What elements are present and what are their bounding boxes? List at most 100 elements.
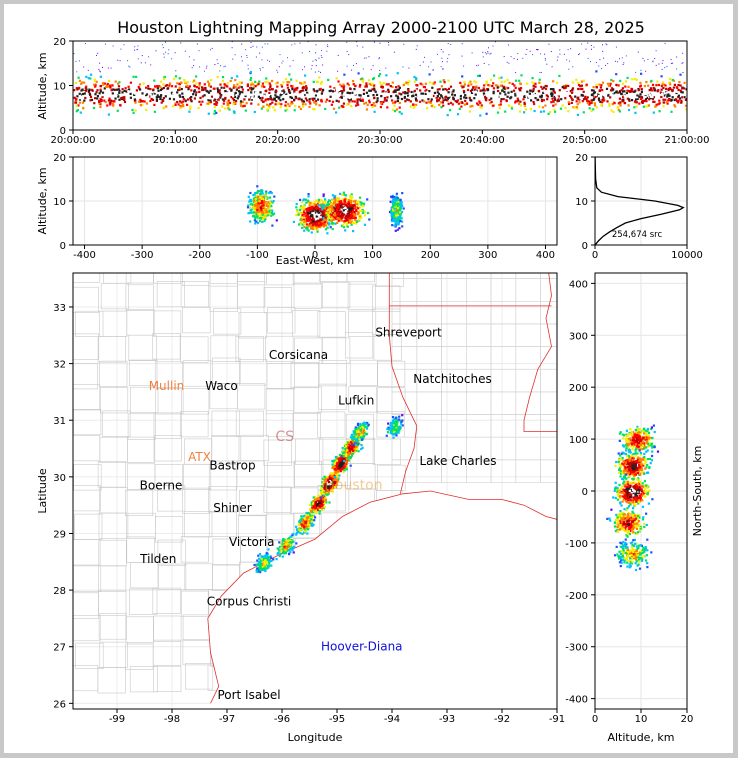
density-cell: [307, 210, 310, 213]
density-cell: [403, 95, 406, 99]
density-cell: [317, 494, 320, 498]
density-cell: [269, 85, 272, 88]
density-cell: [284, 546, 287, 550]
density-cell: [651, 93, 654, 96]
density-cell: [114, 80, 117, 83]
density-cell: [275, 95, 278, 99]
density-cell: [383, 97, 386, 100]
density-cell: [259, 91, 262, 94]
density-cell: [298, 519, 301, 523]
density-cell: [258, 220, 262, 223]
y-tick-label: 0: [60, 126, 66, 137]
density-cell: [498, 107, 501, 110]
density-cell: [252, 197, 255, 200]
density-cell: [215, 96, 218, 100]
density-cell: [286, 539, 289, 542]
y-tick-label: 20: [53, 153, 66, 164]
density-cell: [566, 59, 568, 61]
density-cell: [473, 88, 476, 91]
density-cell: [640, 95, 643, 99]
density-cell: [243, 98, 246, 101]
density-cell: [395, 208, 398, 211]
density-cell: [482, 56, 484, 58]
density-cell: [329, 483, 332, 486]
density-cell: [314, 206, 317, 210]
density-cell: [207, 91, 211, 94]
density-cell: [315, 213, 318, 216]
density-cell: [312, 211, 315, 215]
density-cell: [174, 75, 178, 78]
density-cell: [299, 518, 302, 521]
density-cell: [430, 98, 433, 101]
density-cell: [228, 108, 231, 111]
density-cell: [268, 200, 271, 203]
density-cell: [579, 53, 580, 55]
density-cell: [301, 205, 304, 209]
density-cell: [267, 211, 270, 214]
density-cell: [667, 87, 670, 90]
density-cell: [654, 89, 657, 92]
density-cell: [317, 224, 320, 227]
density-cell: [306, 208, 310, 211]
density-cell: [269, 84, 272, 87]
density-cell: [514, 86, 517, 89]
density-cell: [552, 90, 555, 93]
density-cell: [175, 70, 177, 72]
density-cell: [681, 91, 684, 94]
density-cell: [304, 528, 307, 531]
density-cell: [333, 486, 336, 489]
density-cell: [102, 66, 103, 68]
density-cell: [281, 547, 284, 550]
density-cell: [320, 92, 323, 95]
density-cell: [391, 85, 394, 88]
density-cell: [309, 516, 312, 519]
density-cell: [118, 91, 121, 94]
density-cell: [386, 96, 389, 99]
county-boundary: [237, 383, 266, 410]
density-cell: [257, 213, 260, 216]
density-cell: [320, 55, 322, 57]
density-cell: [379, 73, 382, 76]
density-cell: [266, 556, 269, 559]
density-cell: [155, 98, 159, 101]
density-cell: [295, 525, 298, 528]
density-cell: [267, 98, 270, 101]
density-cell: [541, 87, 544, 90]
density-cell: [170, 85, 174, 88]
density-cell: [315, 210, 318, 213]
density-cell: [228, 87, 231, 90]
density-cell: [593, 91, 597, 94]
density-cell: [375, 93, 379, 96]
density-cell: [260, 199, 263, 203]
density-cell: [645, 81, 648, 84]
y-tick-label: 20: [53, 37, 66, 48]
density-cell: [111, 92, 114, 95]
density-cell: [339, 219, 342, 222]
density-cell: [176, 82, 179, 85]
density-cell: [605, 43, 607, 45]
density-cell: [141, 100, 144, 103]
density-cell: [477, 93, 480, 96]
density-cell: [623, 62, 625, 64]
density-cell: [318, 505, 321, 508]
density-cell: [351, 220, 354, 223]
density-cell: [180, 101, 183, 104]
density-cell: [313, 506, 317, 509]
density-cell: [439, 101, 443, 104]
density-cell: [236, 75, 239, 78]
density-cell: [618, 97, 621, 100]
density-cell: [103, 82, 106, 85]
density-cell: [311, 227, 315, 231]
density-cell: [433, 93, 436, 96]
density-cell: [263, 92, 266, 95]
density-cell: [399, 217, 402, 220]
county-boundary: [155, 388, 184, 415]
density-cell: [580, 80, 583, 83]
density-cell: [542, 99, 545, 102]
density-cell: [430, 105, 433, 108]
density-cell: [121, 88, 124, 91]
density-cell: [279, 552, 282, 555]
density-cell: [615, 83, 618, 86]
density-cell: [323, 506, 326, 509]
density-cell: [305, 89, 308, 92]
